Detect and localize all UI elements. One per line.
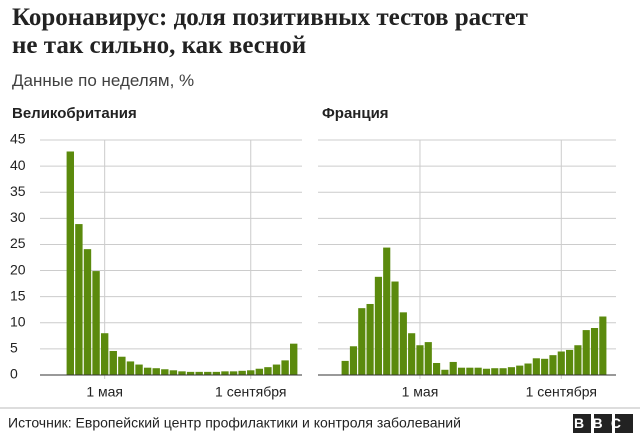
bar [247,370,255,375]
bar [482,368,491,375]
bar [221,371,229,375]
bar [109,350,117,375]
y-tick-label: 45 [10,131,26,147]
bar [238,370,246,375]
bar [290,343,298,375]
x-tick-label: 1 мая [402,384,439,400]
bar [449,361,457,375]
bar [424,342,432,375]
x-tick-label: 1 мая [86,384,123,400]
bar [186,371,195,375]
x-tick-label: 1 сентября [215,384,286,400]
bar [474,367,482,375]
bar [399,312,407,375]
bar [126,361,135,375]
bar [83,249,92,375]
bar [255,368,264,375]
bar [358,308,366,375]
bar [499,368,507,375]
bar [433,362,441,375]
bar [341,360,349,375]
panel-title: Франция [322,105,389,122]
bar [143,367,152,375]
bar [557,351,565,375]
bar [466,367,474,375]
bar [366,303,374,375]
y-tick-label: 15 [10,287,26,303]
y-tick-label: 35 [10,183,26,199]
subtitle: Данные по неделям, % [12,71,195,90]
logo-box [594,414,612,433]
bar [582,330,590,375]
bar [408,333,416,375]
bar [272,364,281,375]
bar [204,371,212,375]
bar [549,355,557,375]
bar [92,271,100,375]
bar [135,364,143,375]
bar [524,363,532,375]
bar [212,371,221,375]
bar [152,368,160,375]
bar [491,368,499,375]
bar [383,247,391,375]
y-tick-label: 30 [10,209,26,225]
bar [75,224,83,375]
bar [229,371,238,375]
y-tick-label: 25 [10,235,26,251]
bar [169,370,178,375]
x-tick-label: 1 сентября [526,384,597,400]
bar [66,151,74,375]
y-tick-label: 5 [10,340,18,356]
source: Источник: Европейский центр профилактики… [8,415,461,431]
panel-title: Великобритания [12,105,137,122]
logo-box [573,414,591,433]
bar [118,356,126,375]
bar [507,367,515,375]
bar [574,345,582,375]
bar [541,358,549,375]
bar [590,328,599,375]
logo-box [615,414,633,433]
bar [599,316,607,375]
bar [457,367,466,375]
y-tick-label: 0 [10,366,18,382]
bar [416,345,424,375]
bar [391,281,399,375]
bar [195,371,203,375]
logo: BBC [574,415,632,431]
bar [374,276,382,375]
bar [516,365,524,375]
bar [566,349,574,375]
title: Коронавирус: доля позитивных тестов раст… [12,4,528,59]
bar [532,358,540,375]
bar [264,367,272,375]
bar [281,360,289,375]
bar [178,371,186,375]
y-tick-label: 10 [10,313,26,329]
y-tick-label: 20 [10,261,26,277]
y-tick-label: 40 [10,157,26,173]
bar [100,333,109,375]
bar [349,346,358,375]
bar [161,369,169,375]
bar [441,369,449,375]
